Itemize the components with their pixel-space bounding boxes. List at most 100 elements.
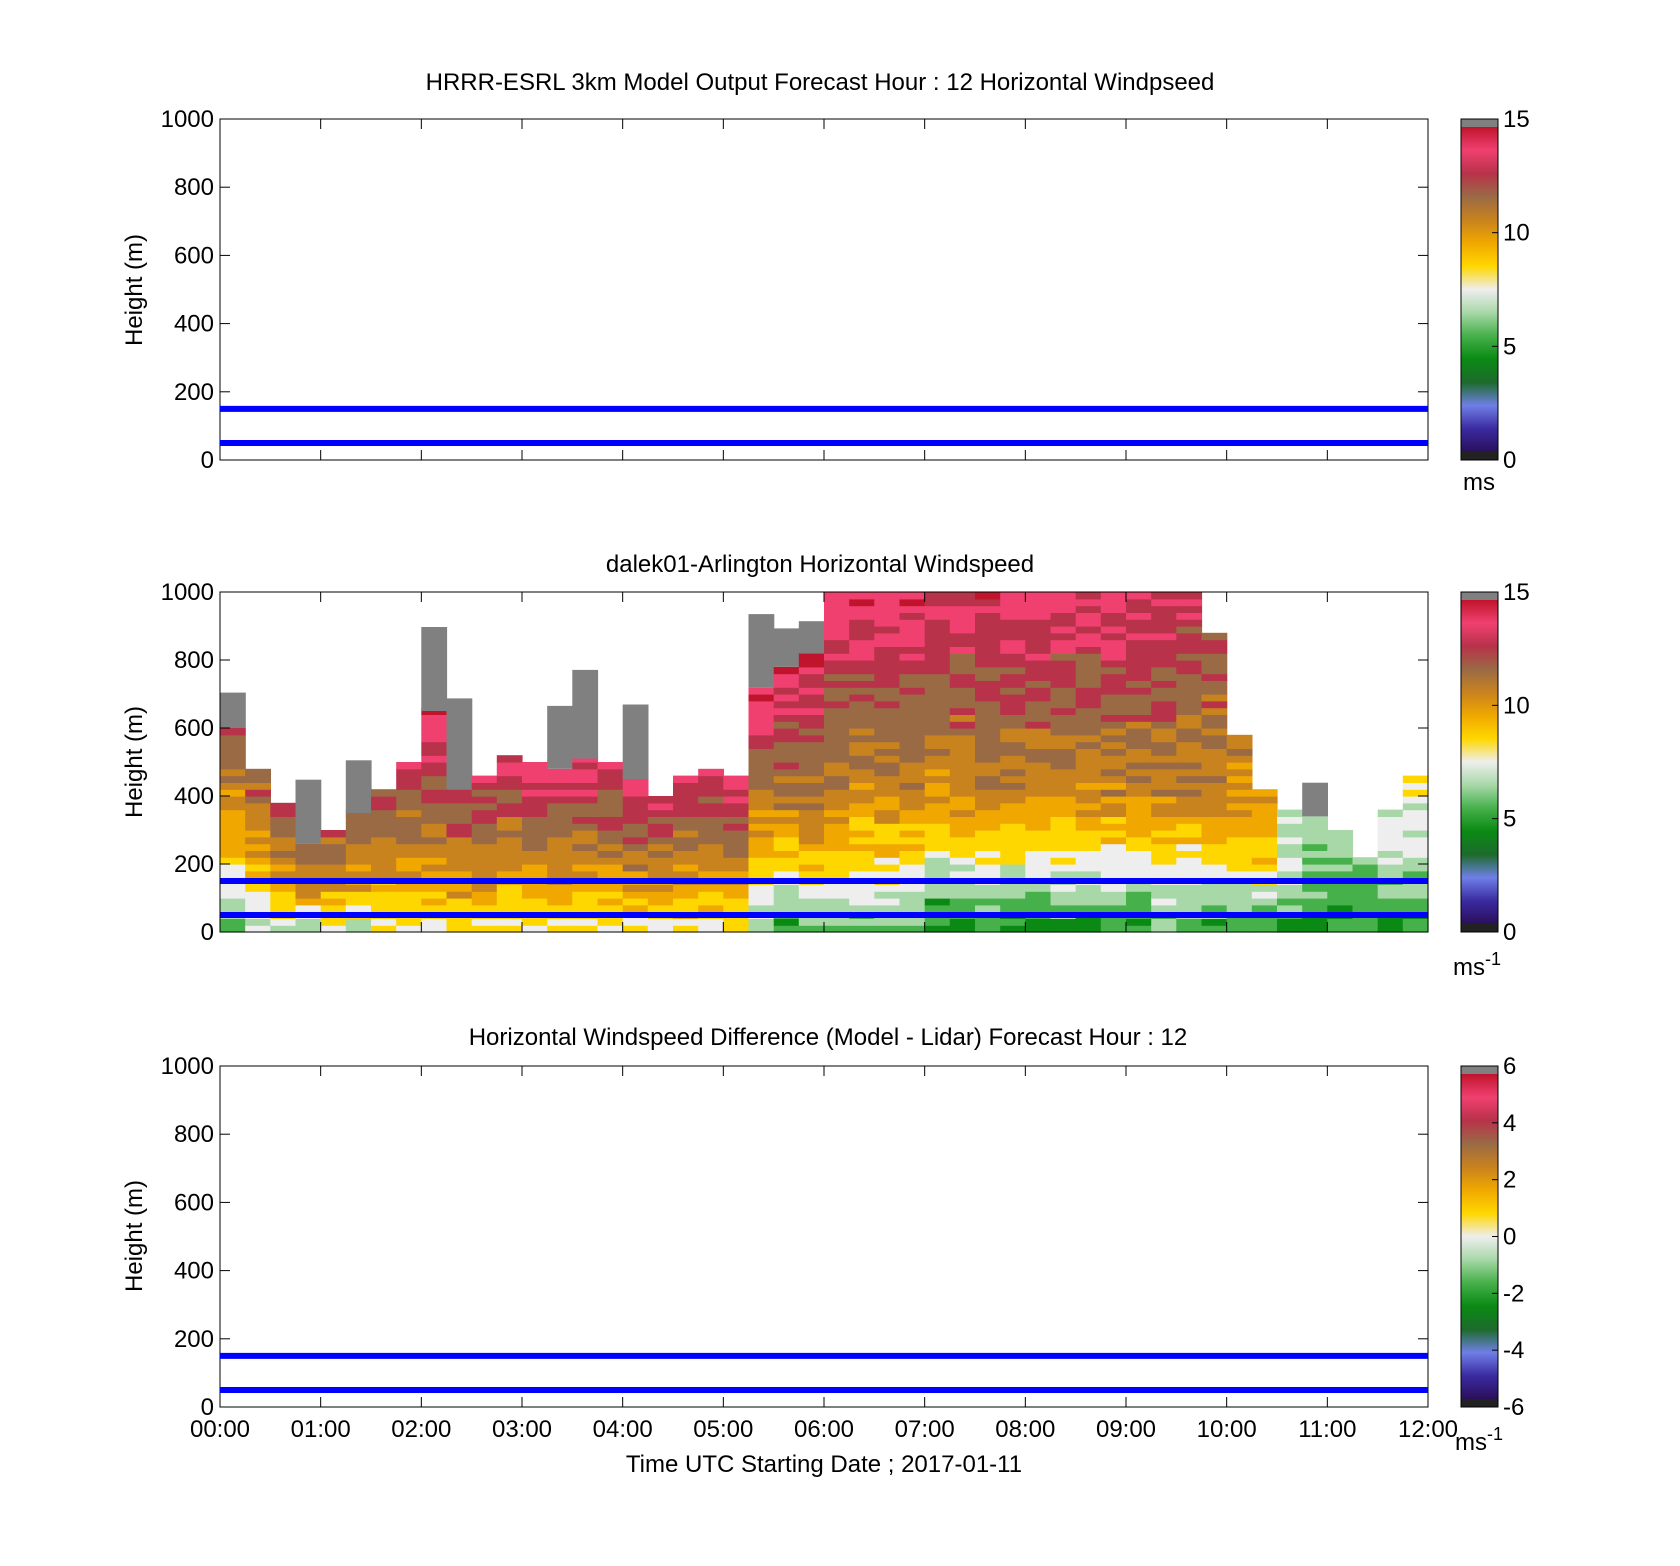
heatmap-cell bbox=[320, 850, 347, 858]
heatmap-cell bbox=[1226, 816, 1253, 824]
heatmap-cell bbox=[1100, 680, 1127, 688]
heatmap-cell bbox=[220, 802, 246, 811]
heatmap-cell bbox=[673, 823, 699, 831]
heatmap-cell bbox=[849, 768, 875, 777]
heatmap-cell bbox=[1000, 823, 1026, 831]
heatmap-cell bbox=[396, 802, 422, 811]
heatmap-cell bbox=[849, 870, 875, 879]
heatmap-cell bbox=[1226, 809, 1253, 817]
colorbar-tick-label: 2 bbox=[1503, 1167, 1516, 1194]
heatmap-cell bbox=[899, 626, 926, 634]
heatmap-cell bbox=[421, 857, 448, 865]
heatmap-cell bbox=[1000, 592, 1026, 600]
heatmap-cell bbox=[1176, 775, 1203, 783]
heatmap-cell bbox=[1050, 802, 1077, 811]
heatmap-cell bbox=[1151, 598, 1177, 607]
heatmap-cell bbox=[673, 782, 699, 790]
heatmap-cell bbox=[975, 653, 1001, 661]
heatmap-cell bbox=[798, 864, 825, 872]
heatmap-cell bbox=[446, 843, 473, 851]
heatmap-cell bbox=[1176, 796, 1203, 804]
heatmap-cell bbox=[295, 904, 322, 913]
heatmap-cell bbox=[547, 782, 573, 790]
heatmap-cell bbox=[899, 891, 926, 899]
heatmap-cell bbox=[975, 694, 1001, 702]
heatmap-cell bbox=[773, 728, 800, 736]
heatmap-cell bbox=[371, 898, 397, 906]
heatmap-cell bbox=[396, 891, 422, 899]
heatmap-cell bbox=[899, 864, 926, 872]
colorbar-end-high bbox=[1461, 592, 1498, 600]
heatmap-cell bbox=[547, 843, 573, 851]
heatmap-cell bbox=[1050, 680, 1077, 688]
heatmap-cell bbox=[647, 802, 674, 811]
heatmap-cell bbox=[1000, 626, 1026, 634]
heatmap-cell bbox=[421, 741, 448, 749]
heatmap-cell bbox=[874, 619, 901, 627]
heatmap-cell bbox=[522, 796, 548, 804]
heatmap-cell bbox=[396, 857, 422, 865]
heatmap-cell bbox=[1302, 904, 1328, 913]
heatmap-cell bbox=[975, 802, 1001, 811]
heatmap-cell bbox=[773, 796, 800, 804]
heatmap-cell bbox=[748, 714, 775, 722]
heatmap-cell bbox=[597, 809, 624, 817]
heatmap-cell bbox=[874, 857, 901, 865]
heatmap-cell bbox=[748, 809, 775, 817]
heatmap-cell bbox=[899, 646, 926, 654]
heatmap-cell bbox=[1402, 809, 1429, 817]
heatmap-cell bbox=[572, 836, 599, 845]
heatmap-cell bbox=[1176, 850, 1203, 858]
heatmap-cell bbox=[849, 748, 875, 756]
heatmap-cell bbox=[547, 830, 573, 838]
heatmap-cell bbox=[824, 809, 850, 817]
heatmap-cell bbox=[597, 884, 624, 892]
heatmap-cell bbox=[220, 782, 246, 790]
heatmap-cell bbox=[1126, 728, 1152, 736]
heatmap-cell bbox=[949, 870, 976, 879]
heatmap-cell bbox=[1151, 612, 1177, 620]
heatmap-cell bbox=[673, 843, 699, 851]
heatmap-cell bbox=[798, 680, 825, 688]
heatmap-cell bbox=[1176, 639, 1203, 647]
heatmap-cell bbox=[1025, 721, 1052, 729]
heatmap-cell bbox=[371, 857, 397, 865]
heatmap-cell bbox=[1075, 598, 1102, 607]
heatmap-cell bbox=[1000, 836, 1026, 845]
heatmap-cell bbox=[698, 925, 724, 933]
heatmap-cell bbox=[1151, 748, 1177, 756]
heatmap-cell bbox=[245, 816, 271, 824]
heatmap-cell bbox=[849, 734, 875, 743]
heatmap-cell bbox=[1176, 653, 1203, 661]
heatmap-cell bbox=[899, 782, 926, 790]
heatmap-cell bbox=[522, 830, 548, 838]
heatmap-cell bbox=[773, 755, 800, 763]
heatmap-cell bbox=[849, 741, 875, 749]
heatmap-cell bbox=[1201, 639, 1228, 647]
heatmap-cell bbox=[899, 673, 926, 681]
heatmap-cell bbox=[949, 741, 976, 749]
heatmap-cell bbox=[1075, 768, 1102, 777]
heatmap-cell bbox=[874, 870, 901, 879]
heatmap-cell bbox=[949, 898, 976, 906]
panel-model: HRRR-ESRL 3km Model Output Forecast Hour… bbox=[121, 69, 1530, 496]
heatmap-cell bbox=[798, 843, 825, 851]
heatmap-cell bbox=[1327, 918, 1354, 926]
heatmap-cell bbox=[748, 904, 775, 913]
heatmap-cell bbox=[924, 639, 951, 647]
heatmap-cell bbox=[899, 898, 926, 906]
heatmap-cell bbox=[1201, 836, 1228, 845]
heatmap-cell bbox=[849, 898, 875, 906]
heatmap-cell bbox=[849, 884, 875, 892]
heatmap-cell bbox=[547, 870, 573, 879]
heatmap-cell bbox=[547, 904, 573, 913]
heatmap-cell bbox=[798, 687, 825, 695]
heatmap-cell bbox=[798, 870, 825, 879]
heatmap-cell bbox=[899, 632, 926, 641]
y-tick-label: 600 bbox=[174, 1189, 214, 1216]
heatmap-cell bbox=[1176, 891, 1203, 899]
heatmap-cell bbox=[1201, 748, 1228, 756]
heatmap-cell bbox=[773, 823, 800, 831]
heatmap-cell bbox=[522, 768, 548, 777]
heatmap-cell bbox=[1176, 748, 1203, 756]
